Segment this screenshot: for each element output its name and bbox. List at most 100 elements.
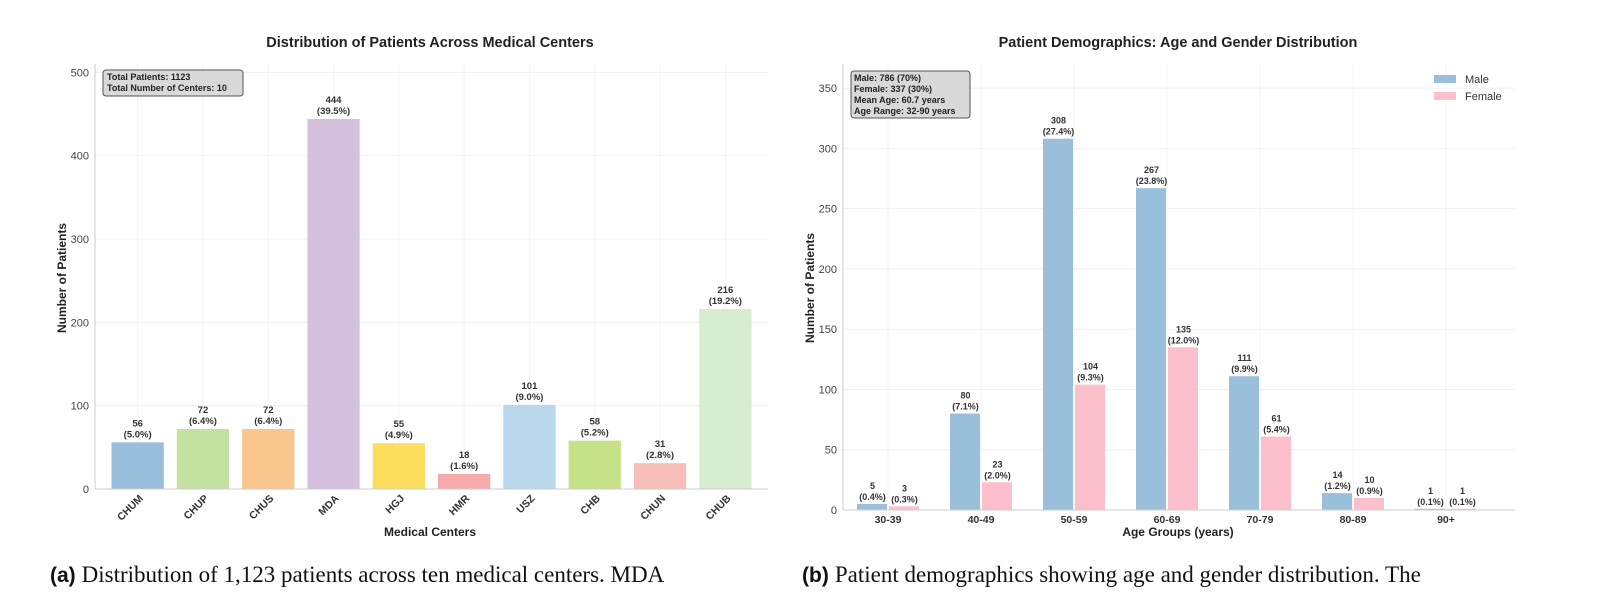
chart-b-ylabel: Number of Patients <box>803 233 817 343</box>
data-label-percent: (2.0%) <box>984 470 1011 480</box>
annotation-line: Total Patients: 1123 <box>107 72 190 82</box>
data-label-percent: (1.2%) <box>1324 481 1351 491</box>
bar-chub <box>699 309 752 489</box>
data-label-value: 55 <box>394 419 405 430</box>
x-tick-label: CHUM <box>115 492 146 523</box>
bar-chus <box>242 429 295 489</box>
legend-swatch-female <box>1434 92 1456 100</box>
data-label-value: 1 <box>1428 486 1433 496</box>
x-tick-label: 30-39 <box>875 514 902 526</box>
x-tick-label: 70-79 <box>1247 514 1274 526</box>
data-label-value: 101 <box>522 381 539 392</box>
annotation-line: Male: 786 (70%) <box>854 73 921 83</box>
y-tick-label: 300 <box>71 234 89 246</box>
bar-hgj <box>372 443 425 489</box>
x-tick-label: CHB <box>578 492 603 517</box>
data-label-percent: (6.4%) <box>189 416 217 427</box>
annotation-line: Mean Age: 60.7 years <box>854 95 945 105</box>
bar-male-90+ <box>1415 508 1445 510</box>
y-tick-label: 500 <box>71 67 89 79</box>
bar-female-90+ <box>1447 508 1477 510</box>
chart-a-xlabel: Medical Centers <box>384 525 476 539</box>
y-tick-label: 0 <box>83 484 89 496</box>
x-tick-label: CHUP <box>182 493 212 523</box>
y-tick-label: 100 <box>71 401 89 413</box>
x-tick-label: 90+ <box>1437 514 1455 526</box>
data-label-value: 31 <box>655 439 666 450</box>
chart-a-annotation: Total Patients: 1123 Total Number of Cen… <box>102 69 244 97</box>
data-label-value: 104 <box>1083 362 1098 372</box>
data-label-value: 23 <box>992 459 1002 469</box>
y-tick-label: 400 <box>71 151 89 163</box>
x-tick-label: HMR <box>447 492 473 518</box>
bar-female-50-59 <box>1075 384 1105 510</box>
annotation-line: Female: 337 (30%) <box>854 84 932 94</box>
bar-male-80-89 <box>1322 493 1352 510</box>
data-label-percent: (12.0%) <box>1168 335 1200 345</box>
x-tick-label: CHUS <box>247 493 277 523</box>
data-label-value: 267 <box>1144 165 1159 175</box>
data-label-percent: (0.1%) <box>1449 497 1476 507</box>
data-label-percent: (1.6%) <box>450 461 478 472</box>
data-label-percent: (0.9%) <box>1356 486 1383 496</box>
bar-male-40-49 <box>950 413 980 510</box>
x-tick-label: 40-49 <box>968 514 995 526</box>
chart-b-annotation: Male: 786 (70%) Female: 337 (30%) Mean A… <box>850 70 971 119</box>
data-label-value: 58 <box>589 417 600 428</box>
y-tick-label: 200 <box>71 317 89 329</box>
x-tick-label: CHUB <box>704 492 734 522</box>
bar-hmr <box>438 474 491 489</box>
x-tick-label: 80-89 <box>1340 514 1367 526</box>
chart-b-legend: Male Female <box>1434 74 1502 103</box>
legend-label-male: Male <box>1465 74 1489 86</box>
y-tick-label: 350 <box>819 83 837 95</box>
data-label-percent: (9.0%) <box>515 392 543 403</box>
annotation-line: Total Number of Centers: 10 <box>107 83 227 93</box>
y-tick-label: 300 <box>819 143 837 155</box>
data-label-percent: (39.5%) <box>317 106 350 117</box>
data-label-percent: (27.4%) <box>1043 127 1075 137</box>
bar-male-70-79 <box>1229 376 1259 510</box>
bar-male-60-69 <box>1136 188 1166 511</box>
data-label-value: 72 <box>263 405 274 416</box>
data-label-percent: (9.9%) <box>1231 364 1258 374</box>
chart-b-title: Patient Demographics: Age and Gender Dis… <box>999 35 1358 51</box>
bar-mda <box>307 119 360 489</box>
y-tick-label: 250 <box>819 204 837 216</box>
data-label-value: 3 <box>902 483 907 493</box>
chart-age-gender: Patient Demographics: Age and Gender Dis… <box>803 35 1515 539</box>
data-label-value: 14 <box>1332 470 1342 480</box>
x-tick-label: 50-59 <box>1061 514 1088 526</box>
data-label-percent: (5.0%) <box>124 429 152 440</box>
data-label-percent: (0.4%) <box>859 492 886 502</box>
bar-chun <box>633 463 687 489</box>
data-label-value: 216 <box>717 285 733 296</box>
data-label-percent: (23.8%) <box>1136 176 1168 186</box>
bar-usz <box>503 404 556 489</box>
bar-male-50-59 <box>1043 138 1073 510</box>
data-label-value: 80 <box>960 391 970 401</box>
caption-a-text: Distribution of 1,123 patients across te… <box>81 562 665 587</box>
bar-chup <box>176 429 230 489</box>
data-label-percent: (4.9%) <box>385 430 413 441</box>
data-label-value: 61 <box>1271 413 1281 423</box>
data-label-value: 308 <box>1051 116 1066 126</box>
data-label-value: 111 <box>1237 353 1251 363</box>
bar-female-30-39 <box>889 506 919 510</box>
data-label-percent: (9.3%) <box>1077 373 1104 383</box>
bar-male-30-39 <box>857 503 887 510</box>
chart-a-ylabel: Number of Patients <box>55 223 69 333</box>
chart-a-title: Distribution of Patients Across Medical … <box>266 35 593 51</box>
y-tick-label: 100 <box>819 384 837 396</box>
data-label-value: 10 <box>1364 475 1374 485</box>
caption-a-label: (a) <box>50 564 76 587</box>
annotation-line: Age Range: 32-90 years <box>854 106 956 116</box>
data-label-value: 72 <box>198 405 209 416</box>
y-tick-label: 50 <box>825 445 837 457</box>
y-tick-label: 150 <box>819 324 837 336</box>
data-label-value: 56 <box>132 418 143 429</box>
caption-b-text: Patient demographics showing age and gen… <box>834 562 1421 587</box>
data-label-percent: (0.1%) <box>1417 497 1444 507</box>
data-label-percent: (6.4%) <box>254 416 282 427</box>
chart-b-xlabel: Age Groups (years) <box>1122 525 1233 539</box>
